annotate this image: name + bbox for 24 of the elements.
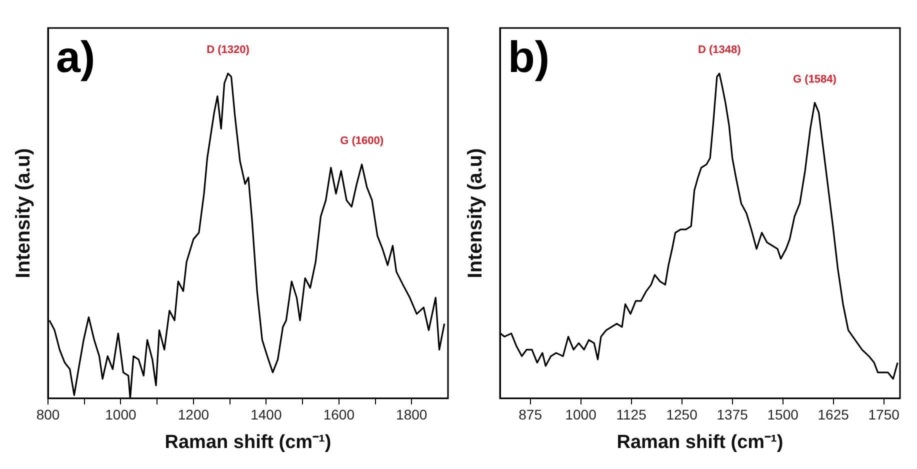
annotation: G (1584) [793,73,837,86]
x-tick-label: 800 [36,406,60,423]
y-axis-title: Intensity (a.u) [464,148,487,278]
x-tick-label: 1250 [666,406,698,423]
x-tick-label: 1200 [178,406,210,423]
y-axis-title: Intensity (a.u) [12,148,35,278]
x-tick-label: 1800 [396,406,428,423]
annotation: G (1600) [340,134,384,147]
x-tick-label: 1125 [616,406,647,423]
text: D (1348) [698,44,742,56]
text: D (1320) [206,44,250,56]
x-tick-label: 1750 [868,406,900,423]
chart-title: a) [56,33,96,82]
x-axis-title: Raman shift (cm⁻¹) [616,432,784,453]
x-tick-label: 875 [518,406,542,423]
x-tick-label: 1375 [716,406,748,423]
x-tick-label: 1500 [767,406,799,423]
x-tick-label: 1000 [105,406,137,423]
x-tick-label: 1000 [565,406,597,423]
x-axis-title: Raman shift (cm⁻¹) [164,432,332,453]
x-tick-label: 1600 [323,406,355,423]
x-tick-label: 1400 [250,406,282,423]
chart-title: b) [508,33,550,82]
x-tick-label: 1625 [818,406,850,423]
